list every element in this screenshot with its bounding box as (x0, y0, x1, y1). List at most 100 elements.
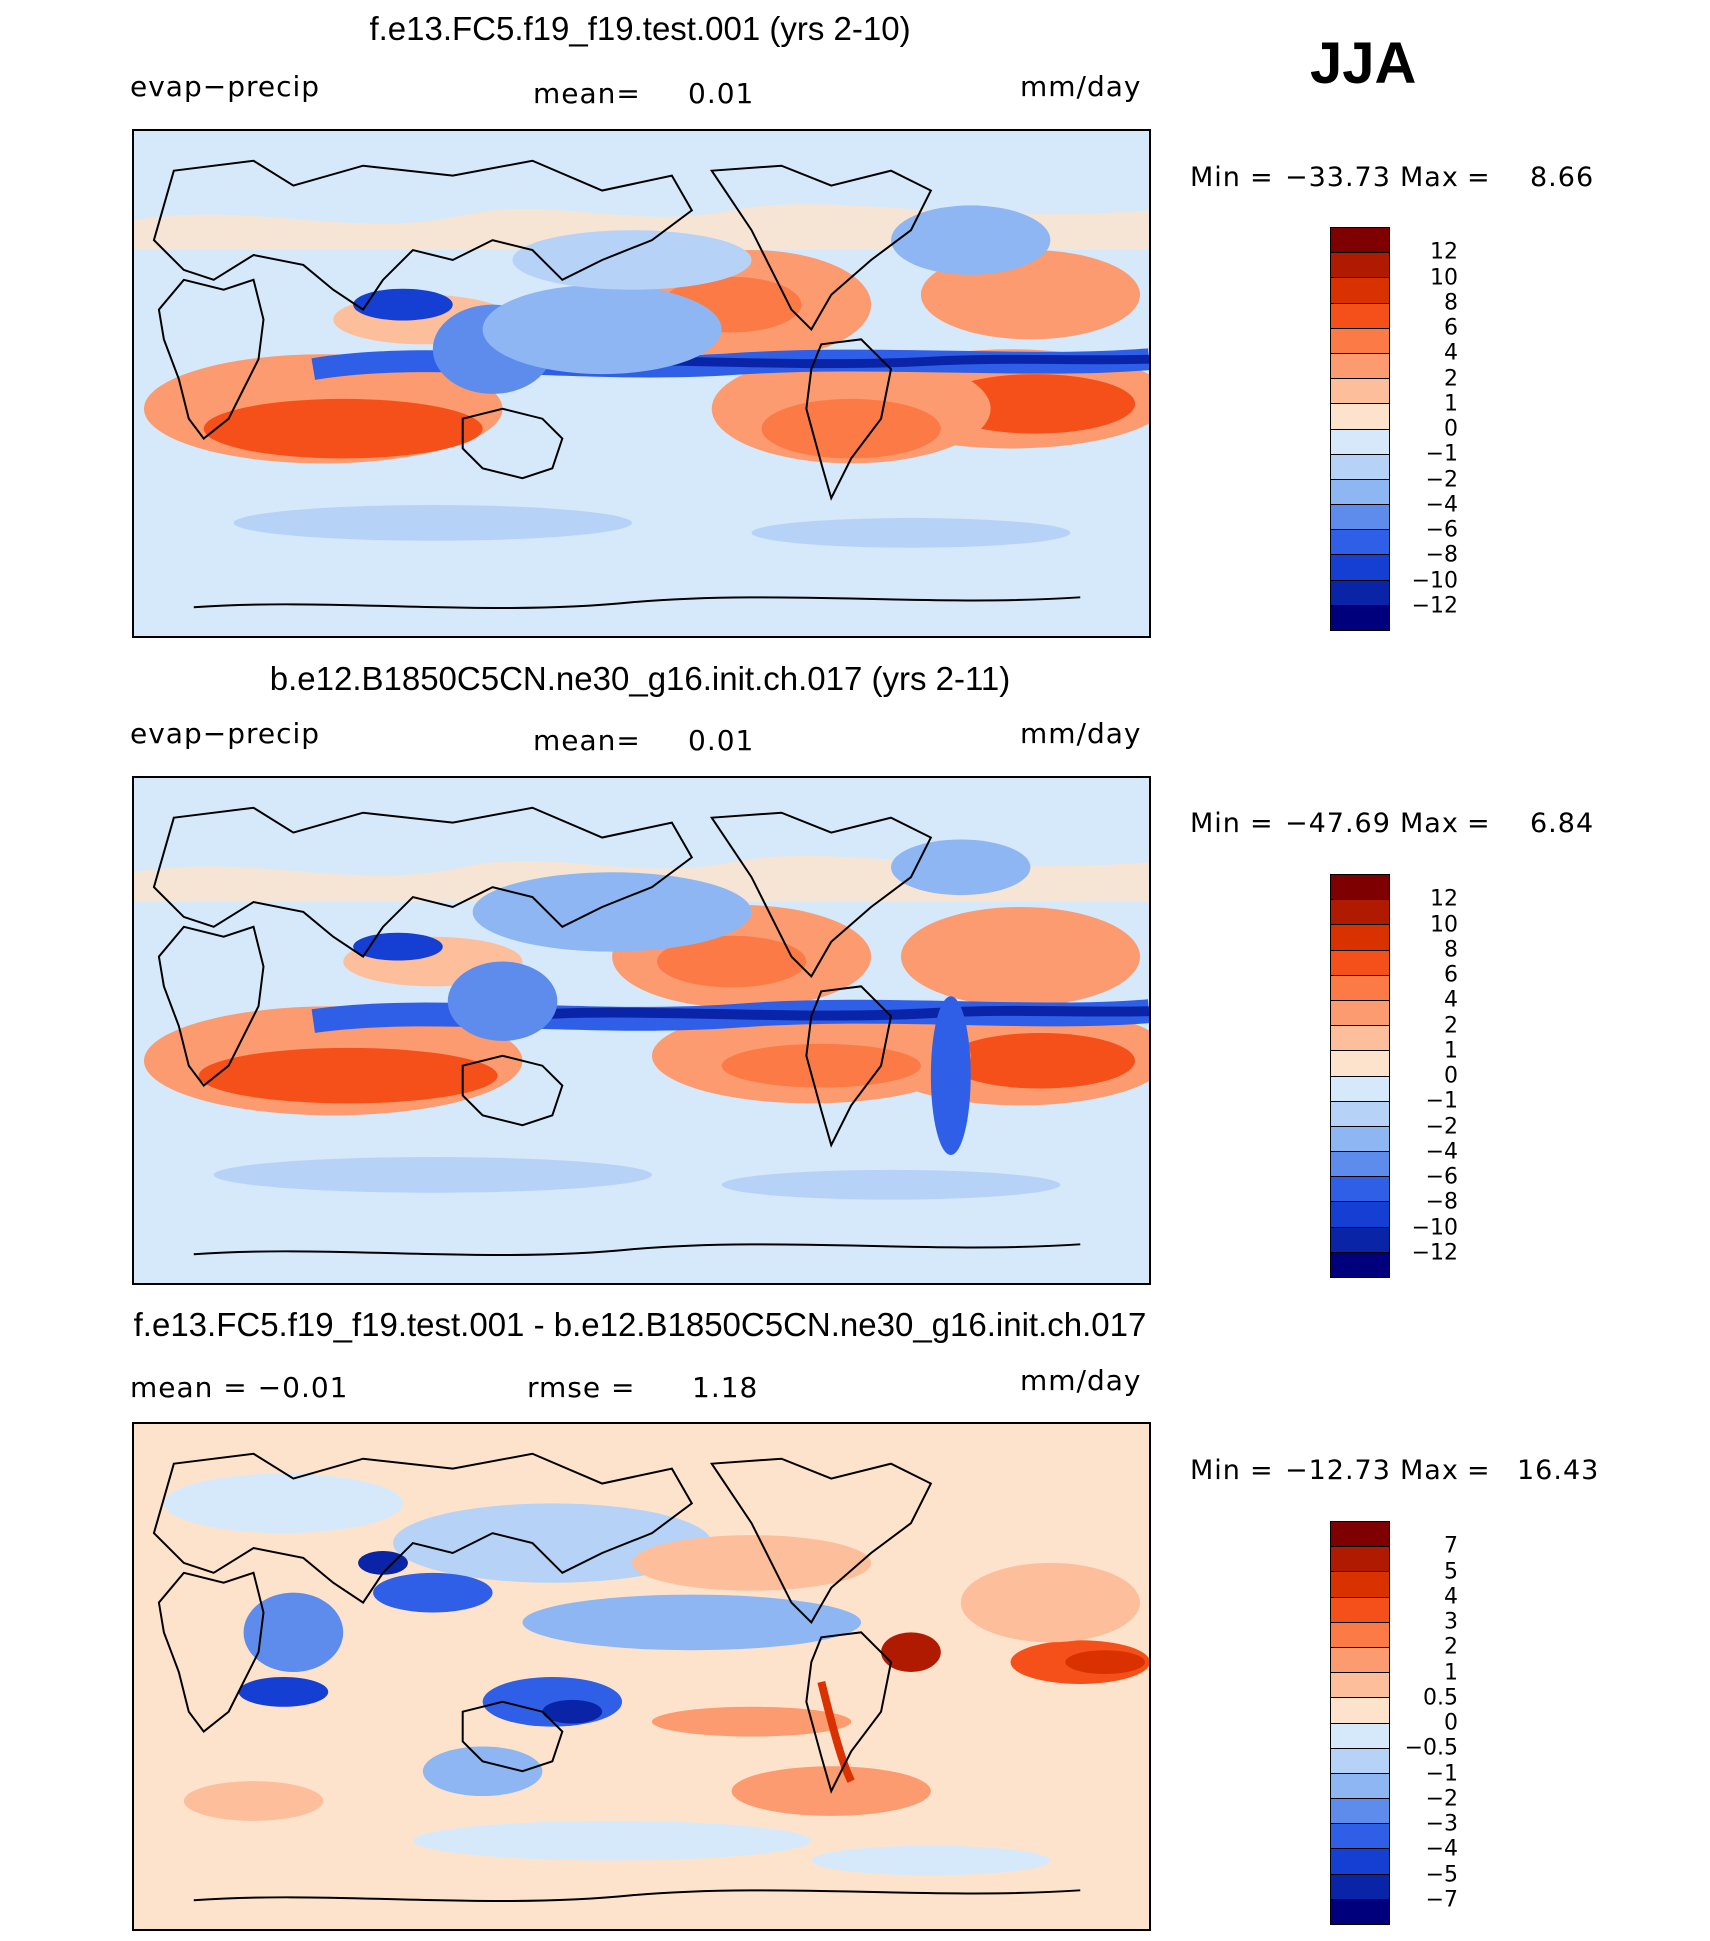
panel1-map (132, 129, 1151, 638)
colorbar-swatch (1331, 975, 1389, 1001)
colorbar-tick-label: 0 (1444, 1063, 1458, 1089)
colorbar-swatch (1331, 1026, 1389, 1052)
colorbar-tick-label: 1 (1444, 1660, 1458, 1685)
colorbar-swatch (1331, 1899, 1389, 1924)
colorbar-swatch (1331, 454, 1389, 480)
colorbar-swatch (1331, 1522, 1389, 1548)
colorbar-swatch (1331, 429, 1389, 455)
colorbar-tick-label: 10 (1430, 912, 1458, 937)
colorbar-swatch (1331, 278, 1389, 304)
colorbar-swatch (1331, 1647, 1389, 1674)
colorbar-tick-label: 6 (1444, 315, 1458, 341)
colorbar-tick-label: −4 (1425, 1139, 1458, 1165)
panel3-min-value: −12.73 (1285, 1455, 1391, 1486)
colorbar-tick-label: 7 (1444, 1533, 1458, 1559)
panel3-eq2: = (1467, 1455, 1491, 1486)
panel3-eq1: = (1250, 1455, 1274, 1486)
colorbar-swatch (1331, 580, 1389, 606)
colorbar-swatch (1331, 505, 1389, 531)
panel1-map-svg (134, 131, 1149, 636)
colorbar-tick-label: 6 (1444, 962, 1458, 988)
panel3-rmse-value: 1.18 (692, 1371, 759, 1404)
colorbar-swatch (1331, 950, 1389, 976)
colorbar-swatch (1331, 530, 1389, 556)
panel1-min-label: Min (1190, 162, 1241, 193)
colorbar-tick-label: −8 (1425, 1189, 1458, 1215)
colorbar-tick-label: −10 (1411, 1215, 1458, 1240)
colorbar-tick-label: −2 (1425, 1114, 1458, 1139)
colorbar-swatch (1331, 1051, 1389, 1077)
colorbar-tick-label: 4 (1444, 340, 1458, 366)
panel2-eq2: = (1467, 808, 1491, 839)
colorbar-tick-label: 12 (1430, 239, 1458, 265)
colorbar-tick-label: 8 (1444, 290, 1458, 316)
colorbar-swatch (1331, 900, 1389, 926)
colorbar-swatch (1331, 925, 1389, 951)
colorbar-tick-label: 2 (1444, 366, 1458, 391)
colorbar-tick-label: 12 (1430, 886, 1458, 912)
colorbar-swatch (1331, 404, 1389, 430)
colorbar-swatch (1331, 605, 1389, 630)
panel1-mean-value: 0.01 (688, 77, 755, 110)
panel3-rmse-label: rmse = (527, 1371, 636, 1404)
panel1-colorbar-labels: 12 10 8 6 4 2 1 0 −1 −2 −4 −6 −8 −10 −12 (1400, 227, 1458, 631)
panel2-mean-label: mean= (533, 724, 641, 757)
colorbar-swatch (1331, 1202, 1389, 1228)
colorbar-tick-label: −0.5 (1404, 1735, 1458, 1761)
panel1-variable: evap−precip (130, 70, 321, 103)
colorbar-tick-label: 5 (1444, 1559, 1458, 1584)
colorbar-tick-label: 4 (1444, 987, 1458, 1013)
panel3-max-value: 16.43 (1517, 1455, 1600, 1486)
colorbar-tick-label: 3 (1444, 1609, 1458, 1635)
panel1-units: mm/day (1020, 70, 1142, 103)
colorbar-swatch (1331, 1773, 1389, 1800)
colorbar-swatch (1331, 1874, 1389, 1900)
panel3-colorbar (1330, 1521, 1390, 1925)
colorbar-swatch (1331, 1723, 1389, 1749)
panel2-eq1: = (1250, 808, 1274, 839)
colorbar-swatch (1331, 1799, 1389, 1825)
colorbar-tick-label: 0 (1444, 1710, 1458, 1736)
panel1-colorbar (1330, 227, 1390, 631)
colorbar-swatch (1331, 1152, 1389, 1178)
colorbar-swatch (1331, 1547, 1389, 1573)
colorbar-tick-label: 10 (1430, 265, 1458, 290)
colorbar-swatch (1331, 1101, 1389, 1127)
colorbar-swatch (1331, 1252, 1389, 1277)
panel3-map-svg (134, 1424, 1149, 1929)
colorbar-swatch (1331, 1698, 1389, 1724)
colorbar-tick-label: −4 (1425, 492, 1458, 518)
panel1-eq1: = (1250, 162, 1274, 193)
colorbar-tick-label: 0.5 (1423, 1685, 1458, 1711)
panel1-mean-label: mean= (533, 77, 641, 110)
panel3-title: f.e13.FC5.f19_f19.test.001 - b.e12.B1850… (133, 1306, 1147, 1343)
panel2-colorbar (1330, 874, 1390, 1278)
colorbar-tick-label: −3 (1425, 1811, 1458, 1837)
panel2-max-label: Max (1400, 808, 1459, 839)
panel3-units: mm/day (1020, 1364, 1142, 1397)
panel3-min-label: Min (1190, 1455, 1241, 1486)
colorbar-tick-label: −6 (1425, 517, 1458, 543)
panel3-max-label: Max (1400, 1455, 1459, 1486)
colorbar-swatch (1331, 353, 1389, 380)
colorbar-tick-label: −12 (1411, 1240, 1458, 1266)
colorbar-swatch (1331, 379, 1389, 405)
colorbar-swatch (1331, 1227, 1389, 1253)
colorbar-swatch (1331, 1126, 1389, 1153)
colorbar-tick-label: 2 (1444, 1013, 1458, 1038)
panel2-colorbar-labels: 12 10 8 6 4 2 1 0 −1 −2 −4 −6 −8 −10 −12 (1400, 874, 1458, 1278)
colorbar-swatch (1331, 1177, 1389, 1203)
colorbar-swatch (1331, 1748, 1389, 1774)
panel1-max-value: 8.66 (1530, 162, 1595, 193)
colorbar-tick-label: 4 (1444, 1584, 1458, 1610)
colorbar-tick-label: −1 (1425, 1088, 1458, 1114)
panel3-map (132, 1422, 1151, 1931)
panel1-min-value: −33.73 (1285, 162, 1391, 193)
colorbar-tick-label: 2 (1444, 1634, 1458, 1660)
panel3-mean-stat: mean = −0.01 (130, 1371, 349, 1404)
panel2-units: mm/day (1020, 717, 1142, 750)
colorbar-swatch (1331, 479, 1389, 506)
panel1-title: f.e13.FC5.f19_f19.test.001 (yrs 2-10) (369, 10, 911, 47)
colorbar-tick-label: 8 (1444, 937, 1458, 963)
colorbar-tick-label: −5 (1425, 1862, 1458, 1887)
